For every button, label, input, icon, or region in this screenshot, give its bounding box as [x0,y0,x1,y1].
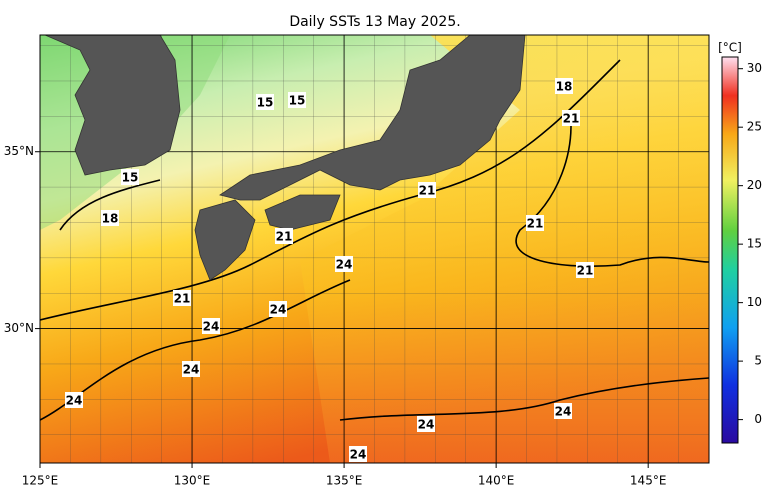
contour-label-box [202,318,220,334]
contour-label: 24 [418,418,435,432]
contour-label-box [335,256,353,272]
contour-label-box [417,416,435,432]
contour-label-box [288,92,306,108]
contour-label-box [275,228,293,244]
colorbar-tick-label: 25 [747,120,762,134]
contour-label-box [121,169,139,185]
contour-label: 18 [556,80,573,94]
contour-label: 24 [555,405,572,419]
contour-label-box [173,290,191,306]
contour-label-box [65,392,83,408]
contour-label-box [576,262,594,278]
contour-label: 21 [419,184,436,198]
contour-label-box [554,403,572,419]
frame [39,34,710,464]
land [44,35,526,281]
x-tick-label: 130°E [174,474,211,488]
contour-label: 21 [276,230,293,244]
colorbar-tick-label: 30 [747,61,762,75]
contour-label: 15 [122,171,139,185]
colorbar-tick-label: 10 [747,295,762,309]
colorbar-tick-label: 0 [754,412,762,426]
contour-label: 24 [66,394,83,408]
contour-label: 15 [257,96,274,110]
colorbar-label: [°C] [718,41,742,55]
plot: 15 15 15 18 18 21 21 21 21 21 21 24 24 24 24 24 24 24 24 [40,35,709,463]
x-tick-label: 140°E [478,474,515,488]
contour-label-box [256,94,274,110]
colorbar-tick-label: 20 [747,178,762,192]
sea-east [300,35,709,463]
contour-label-box [555,78,573,94]
contour-label-box [526,215,544,231]
contour-label: 24 [336,258,353,272]
contour-label-box [182,361,200,377]
contour-label: 15 [289,94,306,108]
contour-label: 21 [527,217,544,231]
y-tick-label: 35°N [4,144,34,158]
contour-label: 21 [563,112,580,126]
colorbar-tick-label: 5 [754,354,762,368]
contour-label-box [562,110,580,126]
contour-label: 18 [102,212,119,226]
y-tick-label: 30°N [4,321,34,335]
contour-label: 24 [183,363,200,377]
contour-label-box [269,301,287,317]
map-title: Daily SSTs 13 May 2025. [289,14,460,30]
contour-label: 21 [577,264,594,278]
colorbar-tick-label: 15 [747,237,762,251]
contour-label-box [101,210,119,226]
contour-label: 24 [350,448,367,462]
colorbar [721,56,739,444]
x-tick-label: 145°E [630,474,667,488]
contour-label-box [349,446,367,462]
x-tick-label: 125°E [22,474,59,488]
contour-labels: 15 15 15 18 18 21 21 21 21 21 21 24 24 24 24 24 24 24 24 [65,78,594,462]
contour-label-box [418,182,436,198]
contour-label: 24 [203,320,220,334]
x-tick-label: 135°E [326,474,363,488]
contour-label: 24 [270,303,287,317]
axes: 125°E 130°E 135°E 140°E 145°E 30°N 35°N 0 5 10 15 2… [4,61,762,487]
contour-label: 21 [174,292,191,306]
